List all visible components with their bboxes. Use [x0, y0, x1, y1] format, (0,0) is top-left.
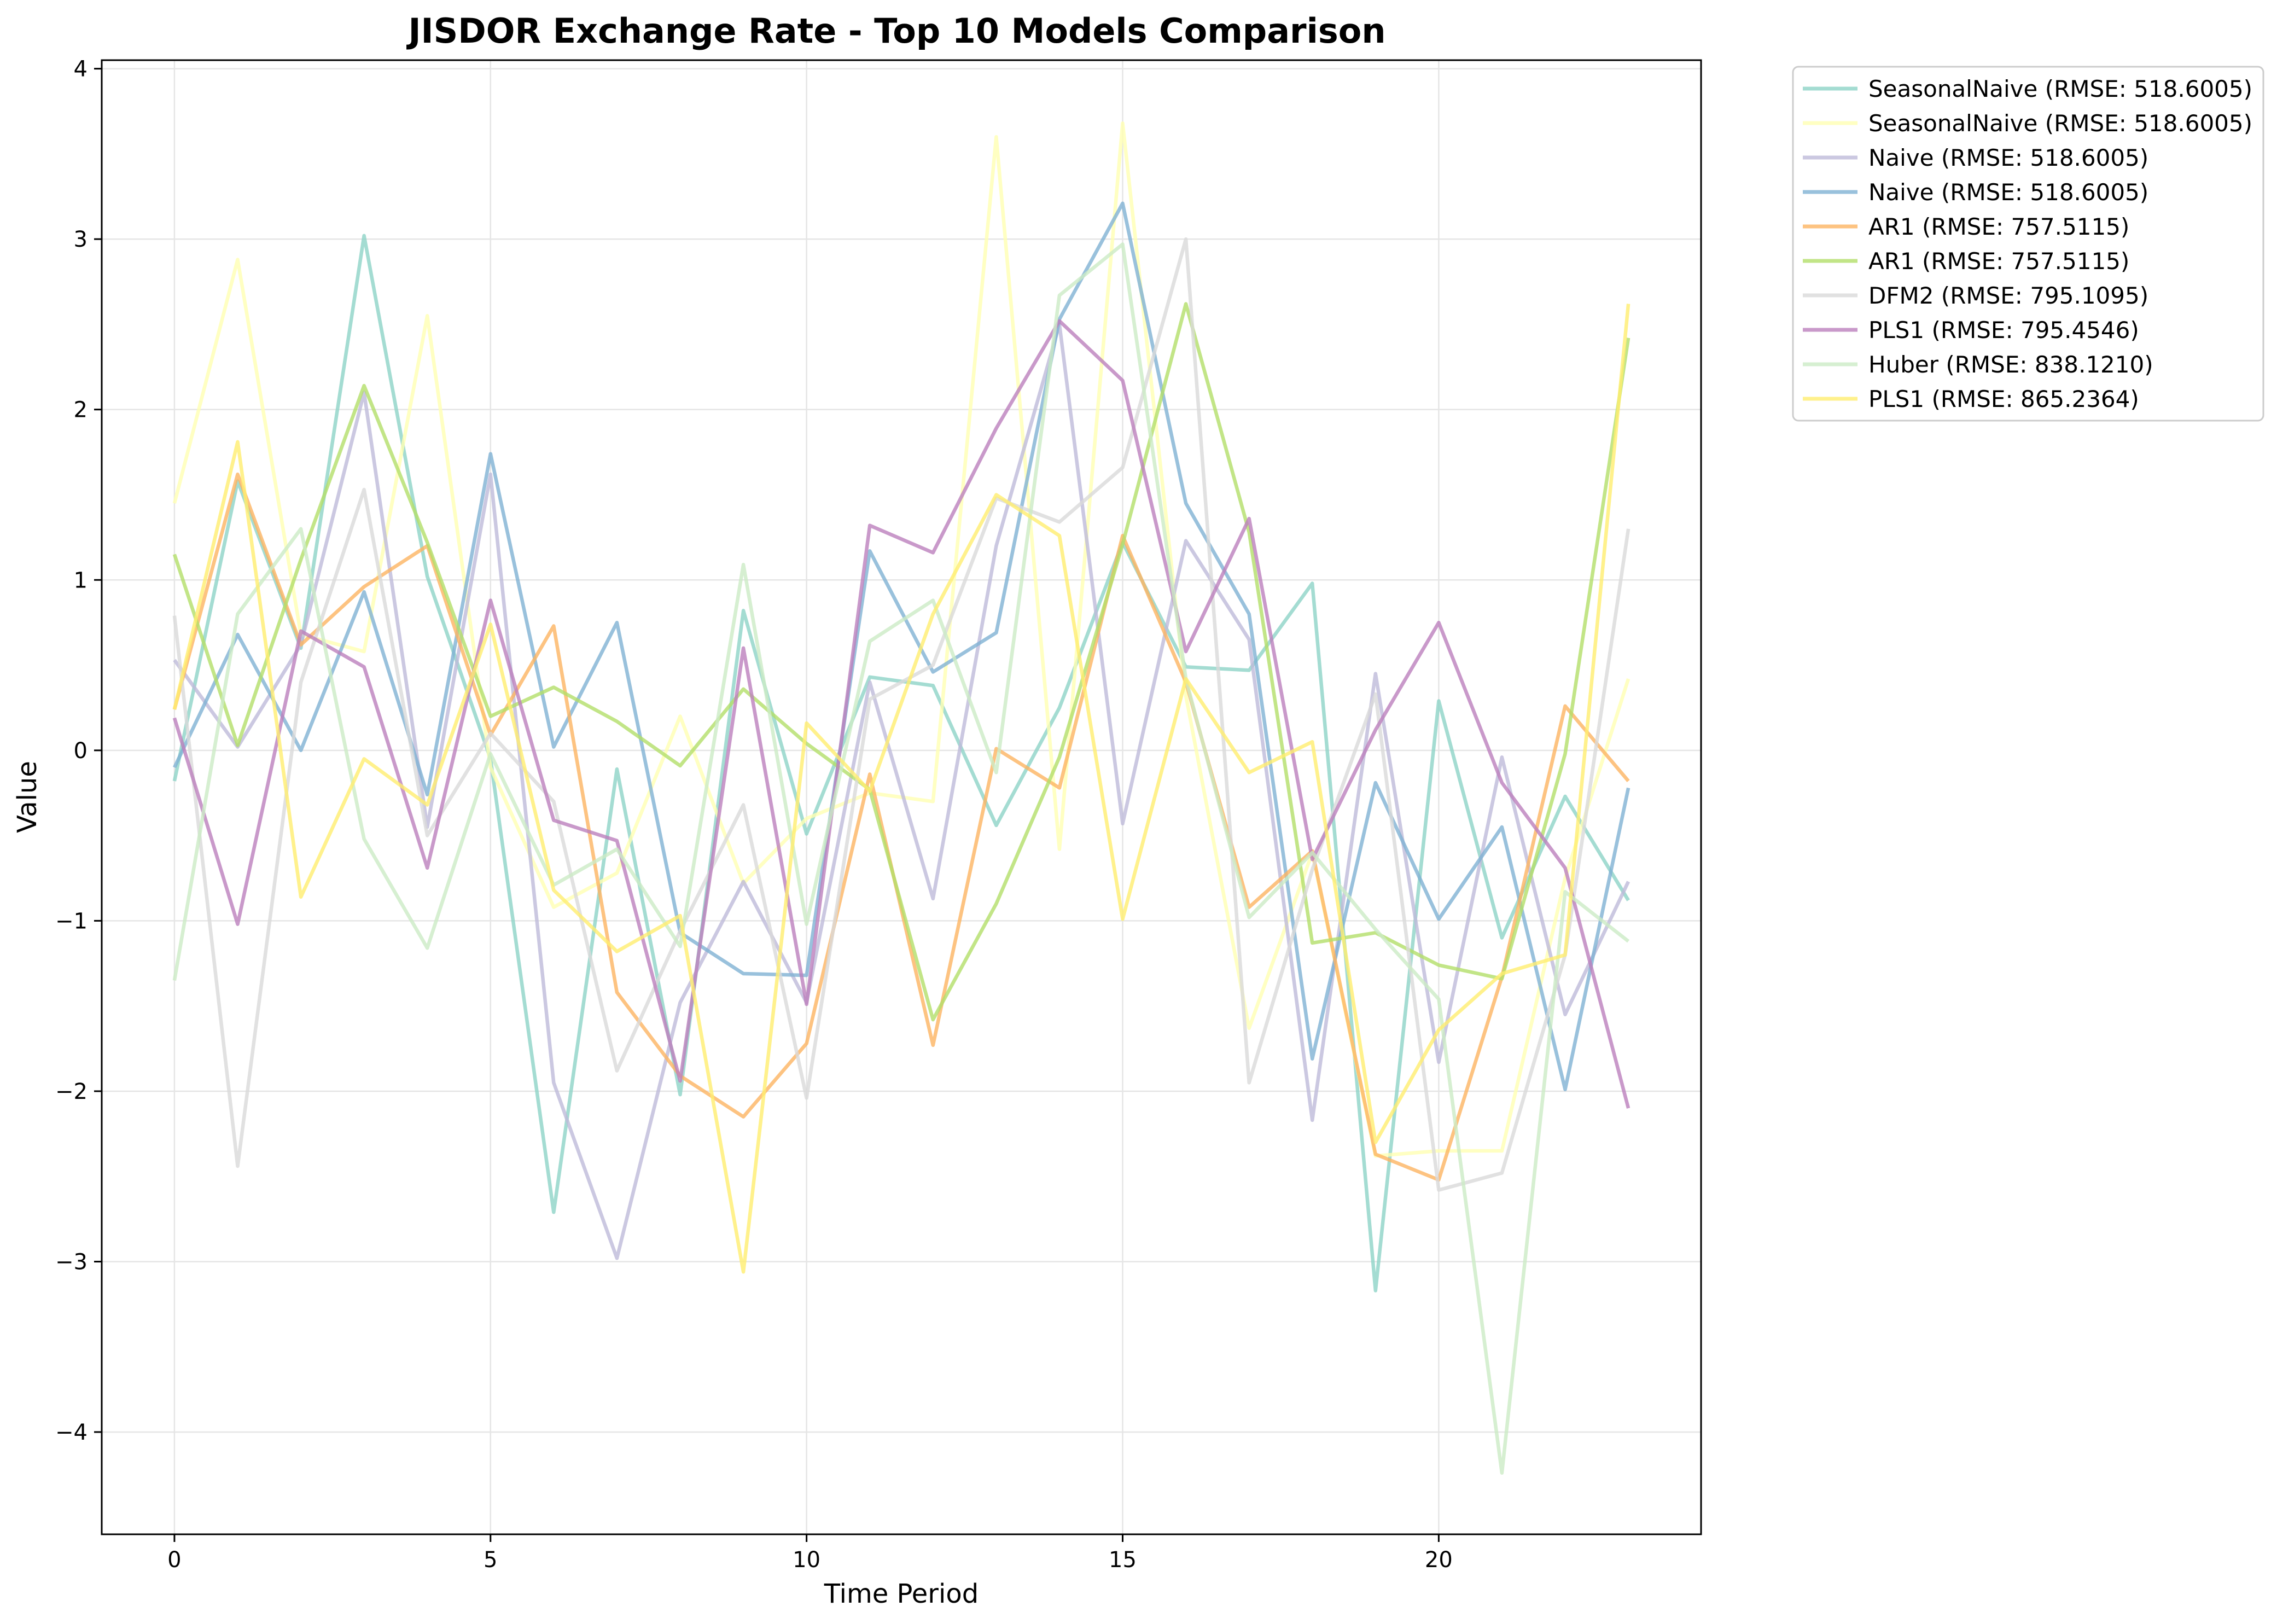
y-tick-label: 4	[74, 57, 88, 82]
axis-ticks: 0 5 10 15 20 −4 −3 −2 −1 0 1 2 3 4	[55, 57, 1453, 1573]
legend-entry: PLS1 (RMSE: 795.4546)	[1868, 317, 2139, 344]
x-tick-label: 0	[167, 1547, 181, 1573]
legend-entry: AR1 (RMSE: 757.5115)	[1868, 213, 2129, 240]
y-tick-label: 1	[74, 568, 88, 593]
series-line	[172, 201, 1631, 1092]
series-line	[172, 319, 1631, 1109]
series-line	[173, 322, 1631, 1260]
y-tick-label: 0	[74, 738, 88, 764]
y-tick-label: 3	[74, 227, 88, 252]
y-tick-label: −3	[55, 1250, 88, 1275]
y-tick-label: −1	[55, 909, 88, 934]
legend-entry: Huber (RMSE: 838.1210)	[1868, 351, 2153, 378]
y-axis-label: Value	[12, 761, 43, 833]
y-tick-label: −2	[55, 1079, 88, 1104]
x-tick-label: 15	[1109, 1547, 1137, 1573]
legend-entry: SeasonalNaive (RMSE: 518.6005)	[1868, 110, 2252, 137]
y-tick-label: 2	[74, 398, 88, 423]
x-axis-label: Time Period	[824, 1579, 979, 1609]
legend-entry: Naive (RMSE: 518.6005)	[1868, 144, 2148, 171]
legend: SeasonalNaive (RMSE: 518.6005) SeasonalNa…	[1792, 66, 2264, 422]
x-tick-label: 20	[1425, 1547, 1453, 1573]
plot-area-frame	[101, 59, 1702, 1535]
y-tick-label: −4	[55, 1420, 88, 1445]
x-tick-label: 5	[484, 1547, 497, 1573]
series-line	[172, 121, 1631, 1158]
series-lines	[172, 121, 1631, 1475]
chart-title: JISDOR Exchange Rate - Top 10 Models Com…	[406, 11, 1385, 51]
legend-entry: PLS1 (RMSE: 865.2364)	[1868, 386, 2139, 412]
legend-entry: DFM2 (RMSE: 795.1095)	[1868, 282, 2148, 309]
legend-frame	[1792, 66, 2264, 422]
legend-entry: SeasonalNaive (RMSE: 518.6005)	[1868, 75, 2252, 102]
series-line	[172, 237, 1631, 1192]
legend-entry: Naive (RMSE: 518.6005)	[1868, 179, 2148, 206]
series-line	[172, 304, 1631, 1274]
legend-entry: AR1 (RMSE: 757.5115)	[1868, 248, 2129, 275]
x-tick-label: 10	[793, 1547, 820, 1573]
series-line	[172, 242, 1630, 1475]
series-line	[172, 302, 1631, 1022]
